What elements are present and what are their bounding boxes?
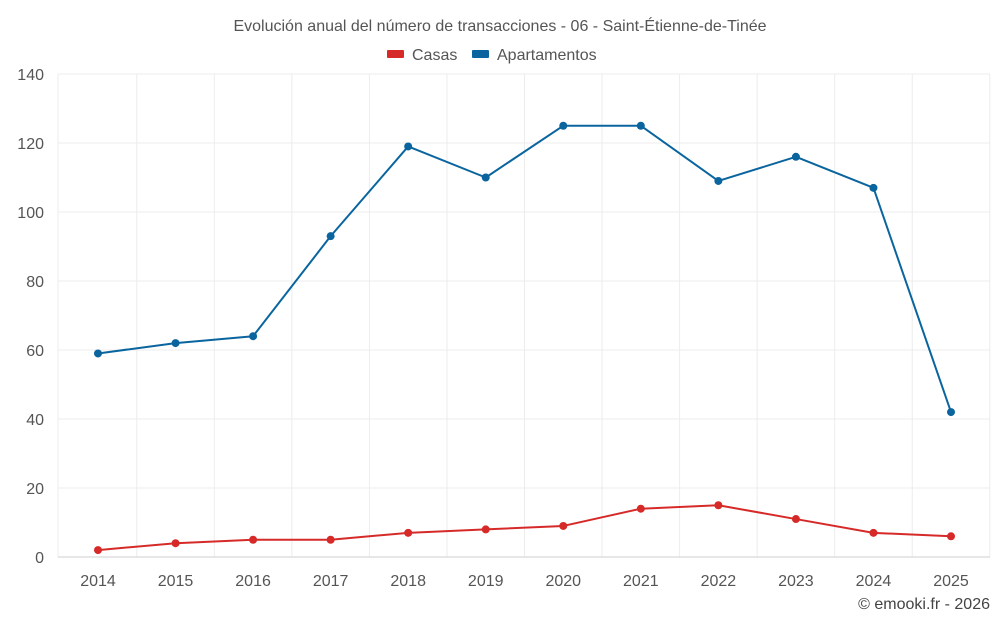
y-tick-label: 140 xyxy=(17,67,44,84)
y-axis-ticks: 0 20 40 60 80 100 120 140 xyxy=(17,67,44,567)
data-point-apartamentos[interactable] xyxy=(714,176,723,185)
gridlines xyxy=(57,73,991,558)
y-tick-label: 40 xyxy=(26,412,44,429)
x-axis-ticks: 2014 2015 2016 2017 2018 2019 2020 2021 2022 2023… xyxy=(80,573,969,590)
legend-swatch-apartamentos xyxy=(472,50,489,58)
data-point-casas[interactable] xyxy=(791,515,800,524)
data-point-apartamentos[interactable] xyxy=(404,142,413,151)
x-tick-label: 2021 xyxy=(623,573,659,590)
legend-item-casas[interactable]: Casas xyxy=(387,47,457,64)
x-tick-label: 2023 xyxy=(778,573,814,590)
data-point-casas[interactable] xyxy=(947,532,955,541)
y-tick-label: 0 xyxy=(35,550,44,567)
x-tick-label: 2022 xyxy=(701,573,737,590)
data-point-casas[interactable] xyxy=(559,521,568,530)
data-point-apartamentos[interactable] xyxy=(326,232,335,241)
y-tick-label: 120 xyxy=(17,136,44,153)
data-point-casas[interactable] xyxy=(404,528,413,537)
series-line-casas xyxy=(97,504,952,552)
y-tick-label: 100 xyxy=(17,205,44,222)
legend: Casas Apartamentos xyxy=(387,47,597,64)
legend-item-apartamentos[interactable]: Apartamentos xyxy=(472,47,597,64)
data-point-casas[interactable] xyxy=(326,535,335,544)
data-point-apartamentos[interactable] xyxy=(249,332,258,341)
x-tick-label: 2024 xyxy=(856,573,892,590)
data-point-casas[interactable] xyxy=(94,546,102,555)
x-tick-label: 2017 xyxy=(313,573,349,590)
y-tick-label: 20 xyxy=(26,481,44,498)
x-tick-label: 2020 xyxy=(545,573,581,590)
series-line-apartamentos xyxy=(97,124,952,413)
data-point-casas[interactable] xyxy=(714,501,723,510)
y-tick-label: 80 xyxy=(26,274,44,291)
x-tick-label: 2018 xyxy=(390,573,426,590)
chart-title: Evolución anual del número de transaccio… xyxy=(233,16,766,35)
x-tick-label: 2019 xyxy=(468,573,504,590)
data-point-casas[interactable] xyxy=(249,535,258,544)
data-point-casas[interactable] xyxy=(171,539,180,548)
data-point-apartamentos[interactable] xyxy=(94,349,102,358)
legend-label-apartamentos: Apartamentos xyxy=(497,47,597,64)
credit-text: © emooki.fr - 2026 xyxy=(858,596,990,613)
series-layer xyxy=(94,121,955,555)
data-point-apartamentos[interactable] xyxy=(636,121,645,130)
legend-label-casas: Casas xyxy=(412,47,457,64)
x-tick-label: 2015 xyxy=(158,573,194,590)
data-point-apartamentos[interactable] xyxy=(791,152,800,161)
data-point-apartamentos[interactable] xyxy=(481,173,490,182)
x-tick-label: 2014 xyxy=(80,573,116,590)
data-point-casas[interactable] xyxy=(636,504,645,513)
data-point-apartamentos[interactable] xyxy=(869,183,878,192)
data-point-casas[interactable] xyxy=(869,528,878,537)
x-tick-label: 2025 xyxy=(933,573,969,590)
x-tick-label: 2016 xyxy=(235,573,271,590)
y-tick-label: 60 xyxy=(26,343,44,360)
data-point-apartamentos[interactable] xyxy=(171,339,180,348)
data-point-apartamentos[interactable] xyxy=(559,121,568,130)
data-point-apartamentos[interactable] xyxy=(947,408,955,417)
data-point-casas[interactable] xyxy=(481,525,490,534)
legend-swatch-casas xyxy=(387,50,404,58)
